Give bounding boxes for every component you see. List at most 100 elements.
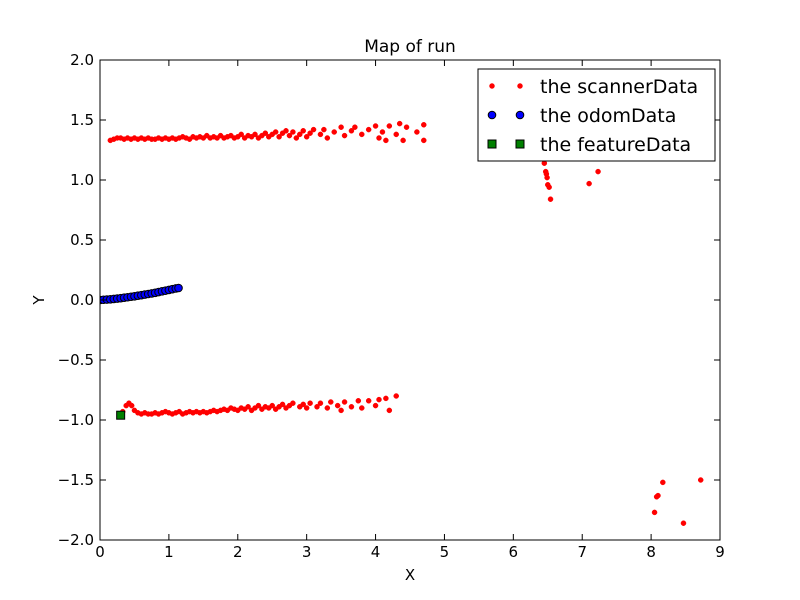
data-point: [396, 120, 403, 127]
data-point: [386, 407, 393, 414]
legend-marker: [517, 83, 523, 89]
x-tick-label: 2: [233, 543, 243, 561]
legend-item: the featureData: [487, 134, 691, 156]
data-point: [651, 509, 658, 516]
data-point: [383, 137, 389, 144]
legend-item: the scannerData: [489, 76, 698, 98]
data-point: [421, 137, 427, 144]
data-point: [279, 401, 286, 408]
legend-marker: [515, 139, 525, 149]
data-point: [321, 126, 327, 133]
data-point: [262, 130, 269, 136]
data-point: [290, 129, 296, 135]
data-point: [393, 131, 399, 138]
legend-label: the featureData: [540, 134, 691, 156]
legend-marker: [487, 110, 497, 120]
axis-ticks: 0 1 2 3 4 5 6 7 8 9 2.0 1.5 1.0 0.5 0.0 −0.5 −1.0 −1.5 −2.…: [58, 51, 725, 561]
data-point: [269, 402, 275, 409]
legend-marker: [487, 139, 497, 149]
legend-label: the scannerData: [540, 76, 698, 98]
data-point: [297, 131, 303, 138]
data-point: [414, 129, 420, 135]
data-point: [238, 131, 244, 138]
data-point: [546, 184, 552, 190]
data-point: [272, 129, 279, 135]
x-tick-label: 6: [509, 543, 519, 561]
data-point: [393, 393, 399, 399]
data-point: [245, 404, 251, 410]
data-point: [314, 404, 320, 410]
data-point: [403, 124, 410, 130]
y-tick-label: 1.5: [70, 111, 94, 129]
legend-item: the odomData: [487, 105, 676, 127]
data-point: [372, 402, 379, 409]
data-point: [348, 128, 355, 134]
data-point: [379, 129, 386, 135]
data-point: [547, 196, 554, 202]
data-point: [660, 479, 666, 486]
data-point: [383, 395, 389, 402]
data-point: [359, 405, 365, 411]
data-point: [365, 126, 372, 133]
x-tick-label: 0: [95, 543, 105, 561]
series-the-scannerdata: [107, 120, 704, 526]
data-point: [328, 399, 334, 405]
x-tick-label: 7: [577, 543, 587, 561]
data-point: [307, 400, 313, 406]
data-point: [286, 132, 293, 139]
data-point: [348, 404, 355, 410]
data-point: [544, 174, 550, 181]
data-point: [365, 398, 372, 404]
series-the-odomdata: [100, 283, 183, 305]
y-tick-label: 2.0: [70, 51, 94, 69]
data-point: [283, 128, 289, 134]
data-point: [338, 124, 344, 130]
data-point: [300, 401, 306, 408]
data-point: [680, 520, 687, 526]
data-point: [421, 122, 427, 128]
data-point: [338, 407, 344, 414]
legend-marker: [489, 83, 495, 89]
data-point: [359, 131, 365, 138]
data-point: [307, 130, 313, 136]
chart-title: Map of run: [364, 37, 456, 57]
data-point: [655, 492, 661, 499]
data-point: [341, 132, 348, 139]
legend: the scannerData the odomData the featureDa…: [477, 68, 716, 162]
data-point: [372, 123, 379, 129]
data-point: [334, 402, 341, 409]
x-tick-label: 9: [715, 543, 725, 561]
data-point: [586, 180, 592, 187]
data-point: [324, 135, 331, 141]
data-point: [303, 405, 310, 411]
y-tick-label: −2.0: [58, 531, 94, 549]
data-point: [376, 396, 382, 403]
data-point: [317, 131, 324, 138]
data-point: [116, 410, 126, 420]
x-tick-label: 8: [646, 543, 656, 561]
data-point: [355, 398, 362, 404]
data-point: [255, 402, 262, 409]
data-point: [376, 135, 382, 141]
x-tick-label: 1: [164, 543, 174, 561]
data-point: [331, 129, 337, 135]
data-point: [293, 135, 300, 141]
data-point: [352, 124, 358, 130]
data-point: [595, 168, 601, 175]
y-tick-label: −1.0: [58, 411, 94, 429]
y-tick-label: 1.0: [70, 171, 94, 189]
x-tick-label: 3: [302, 543, 312, 561]
data-point: [252, 131, 258, 138]
data-point: [303, 134, 310, 140]
data-point: [341, 399, 348, 405]
data-point: [128, 402, 135, 409]
y-tick-label: 0.0: [70, 291, 94, 309]
data-point: [300, 128, 306, 134]
data-point: [317, 400, 324, 406]
x-tick-label: 4: [371, 543, 381, 561]
y-tick-label: −1.5: [58, 471, 94, 489]
y-tick-label: −0.5: [58, 351, 94, 369]
x-tick-label: 5: [440, 543, 450, 561]
series-the-featuredata: [116, 410, 126, 420]
